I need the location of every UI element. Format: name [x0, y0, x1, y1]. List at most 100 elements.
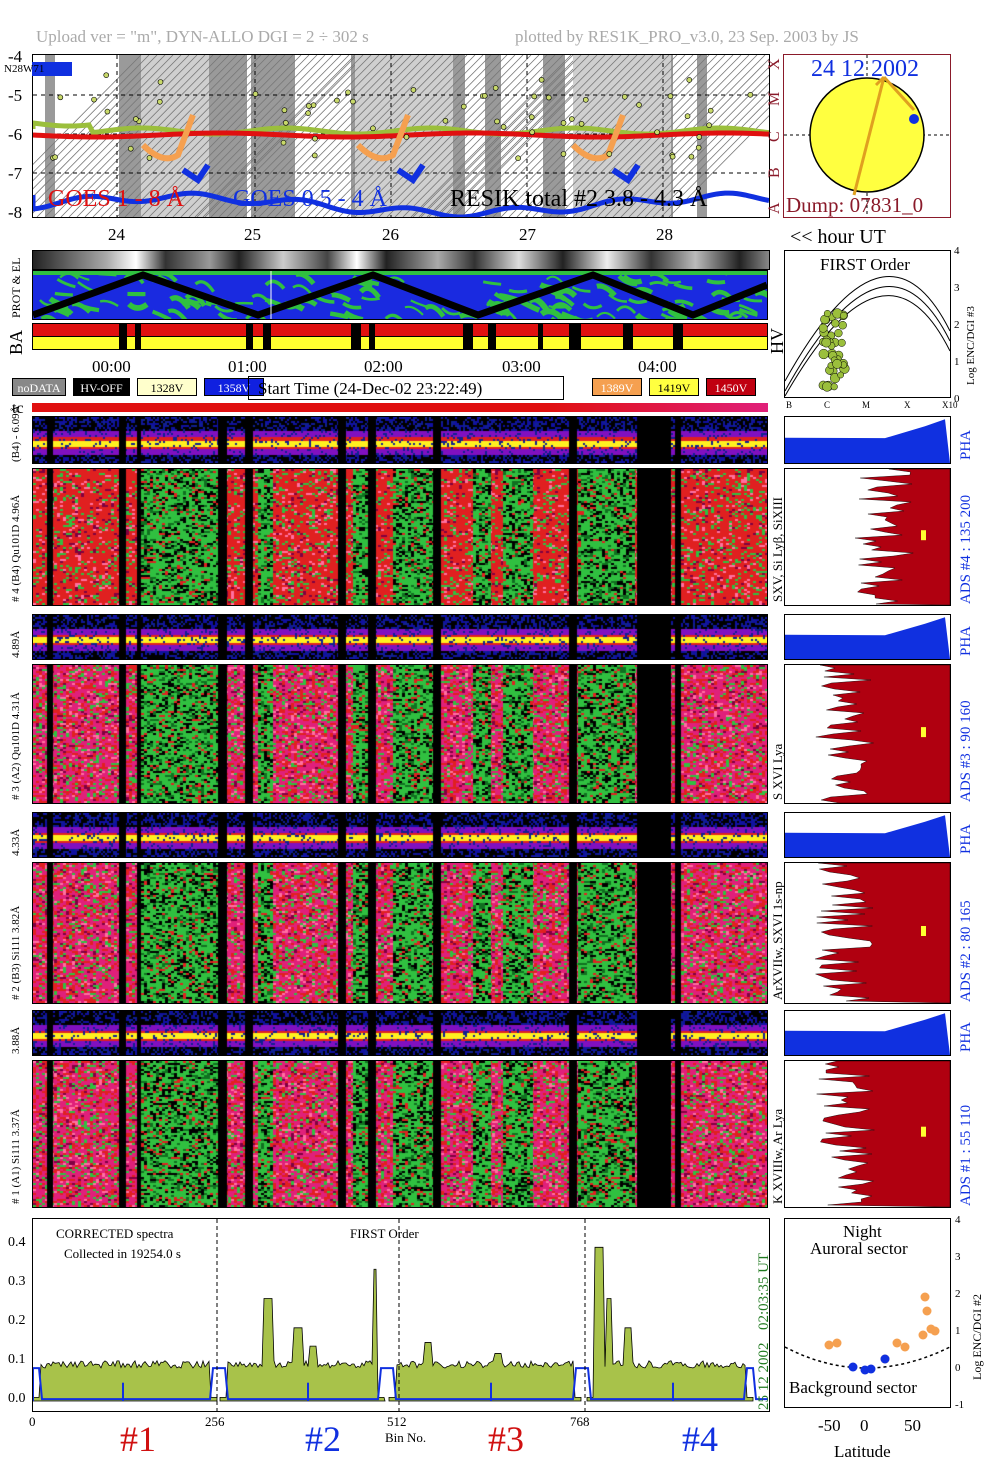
goes-y-tick: -7: [8, 164, 23, 183]
channel-heatmap: [32, 664, 768, 804]
spectrum-y-tick: 0.3: [8, 1274, 26, 1289]
ads-histogram: [784, 664, 951, 804]
sun-dump: Dump: 07831_0: [786, 193, 924, 217]
goes-class-label: B: [766, 167, 783, 178]
channel-crystal-label: # 4 (B4) Qu101D 4.96Å: [10, 494, 22, 602]
lat-x-tick: 50: [904, 1416, 921, 1435]
pha-range-label: 3.88Å: [10, 1026, 22, 1054]
day-label: 27: [519, 225, 536, 244]
pha-label: PHA: [958, 823, 974, 854]
hv-chip: 1450V: [706, 378, 756, 396]
hv-chip: noDATA: [12, 378, 66, 396]
spectrum-y-tick: 0.4: [8, 1235, 26, 1250]
channel-crystal-label: # 1 (A1) Si111 3.37Å: [10, 1109, 22, 1204]
lat-y-tick: -1: [955, 1399, 965, 1411]
lat-title1: Night: [843, 1222, 882, 1241]
goes-lightcurve-plot: [33, 55, 769, 217]
sun-panel: [783, 54, 951, 218]
spectrum-y-tick: 0.1: [8, 1352, 26, 1367]
channel-number: #3: [488, 1419, 524, 1459]
pha-histogram: [784, 614, 951, 660]
goes-flag-label: N28W71: [4, 63, 45, 75]
latitude-panel: [784, 1218, 951, 1408]
ads-label: ADS #4 : 135 200: [958, 494, 974, 604]
ba-label: BA: [6, 329, 26, 355]
spectrum-x-tick: 256: [205, 1414, 225, 1429]
sun-date: 24 12 2002: [811, 56, 919, 82]
hour-label: 02:00: [364, 357, 403, 376]
spectrum-note1: CORRECTED spectra: [56, 1226, 174, 1241]
first-order-y-tick: 3: [954, 282, 960, 294]
ads-histogram: [784, 1060, 951, 1208]
pha-time-strip: [32, 812, 768, 858]
ba-strip: [32, 323, 768, 350]
first-order-x-tick: M: [862, 400, 871, 410]
pha-time-strip: [32, 1010, 768, 1056]
hour-label: 04:00: [638, 357, 677, 376]
tc-label: tc: [12, 400, 24, 417]
channel-number: #2: [305, 1419, 341, 1459]
hv-label: HV: [767, 328, 787, 354]
channel-heatmap: [32, 468, 768, 606]
spectrum-time: 02:03:35 UT: [756, 1252, 772, 1330]
goes-class-label: M: [766, 91, 783, 106]
channel-element-label: S XVI Lya: [770, 743, 785, 800]
hv-chip: 1419V: [649, 378, 699, 396]
pha-histogram: [784, 1010, 951, 1056]
spectrum-xlabel: Bin No.: [385, 1430, 427, 1445]
spectrum-date: 25 12 2002: [756, 1342, 772, 1411]
hour-label: 00:00: [92, 357, 131, 376]
pha-label: PHA: [958, 1021, 974, 1052]
spectrum-order: FIRST Order: [350, 1226, 419, 1241]
hv-chip: 1358V: [204, 378, 264, 396]
spectrum-note2: Collected in 19254.0 s: [64, 1246, 181, 1261]
tc-bar: [32, 403, 768, 412]
channel-element-label: SXV, Si Lyβ, SiXIII: [770, 497, 785, 602]
spectrum-x-tick: 768: [570, 1414, 590, 1429]
goes-class-label: C: [766, 131, 783, 142]
lat-xlabel: Latitude: [834, 1442, 891, 1461]
first-order-y-tick: 2: [954, 319, 960, 331]
first-order-title: FIRST Order: [820, 255, 910, 274]
pha-time-strip: [32, 416, 768, 464]
lat-y-tick: 1: [955, 1325, 961, 1337]
pha-time-strip: [32, 614, 768, 660]
spectrum-x-tick: 512: [387, 1414, 407, 1429]
first-order-x-tick: X: [904, 400, 911, 410]
spectrum-panel: [32, 1218, 770, 1412]
goes-legend-long: GOES 1 - 8 Å: [48, 186, 184, 212]
day-label: 25: [244, 225, 261, 244]
header-right: plotted by RES1K_PRO_v3.0, 23 Sep. 2003 …: [515, 27, 859, 46]
spectrum-plot: [33, 1219, 768, 1411]
first-order-panel: [784, 250, 951, 398]
lat-x-tick: -50: [818, 1416, 841, 1435]
goes-y-tick: -8: [8, 203, 23, 222]
pha-label: PHA: [958, 429, 974, 460]
ads-label: ADS #2 : 80 165: [958, 900, 974, 1002]
ads-histogram: [784, 468, 951, 606]
channel-crystal-label: # 2 (B3) Si111 3.82Å: [10, 905, 22, 1000]
channel-heatmap: [32, 862, 768, 1004]
day-label: 24: [108, 225, 125, 244]
goes-y-tick: -5: [8, 86, 23, 105]
channel-number: #1: [120, 1419, 156, 1459]
pha-histogram: [784, 812, 951, 858]
lat-y-tick: 2: [955, 1288, 961, 1300]
channel-crystal-label: # 3 (A2) Qu101D 4.31Å: [10, 692, 22, 800]
first-order-x-tick: B: [786, 400, 793, 410]
first-order-y-tick: 0: [954, 393, 960, 405]
goes-legend-resik: RESIK total #2 3.8 - 4.3 Å: [450, 186, 708, 212]
header-left: Upload ver = "m", DYN-ALLO DGI = 2 ÷ 302…: [36, 27, 369, 46]
hour-label: 01:00: [228, 357, 267, 376]
lat-x-tick: 0: [860, 1416, 869, 1435]
hour-unit-label: << hour UT: [790, 226, 886, 248]
ads-label: ADS #1 : 55 110: [958, 1104, 974, 1206]
goes-class-label: X: [766, 58, 783, 70]
goes-y-tick: -4: [8, 47, 23, 66]
first-order-x-tick: C: [824, 400, 831, 410]
orbit-panel: [32, 270, 768, 320]
spectrum-y-tick: 0.0: [8, 1391, 26, 1406]
channel-number: #4: [682, 1419, 718, 1459]
lat-ylabel: Log ENC/DGI #2: [970, 1294, 984, 1380]
start-time-box: [248, 376, 564, 400]
